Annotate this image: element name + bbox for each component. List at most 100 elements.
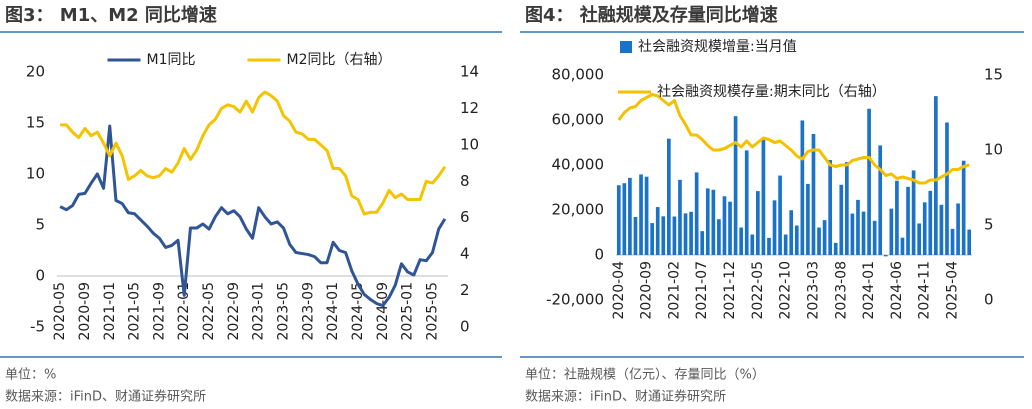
- bar: [739, 227, 743, 255]
- y2-tick-label: 0: [460, 318, 470, 336]
- bar: [917, 223, 921, 255]
- bar: [950, 228, 955, 255]
- bar: [672, 216, 677, 255]
- note: 数据来源：iFinD、财通证券研究所: [5, 389, 206, 405]
- bar: [900, 237, 905, 255]
- bar: [967, 229, 972, 255]
- y2-tick-label: 6: [460, 208, 470, 226]
- bar: [934, 96, 938, 256]
- y-tick-label: 20,000: [552, 201, 605, 219]
- x-tick-label: 2022-01: [176, 282, 192, 341]
- bar: [694, 172, 699, 255]
- y2-tick-label: 15: [984, 66, 1003, 84]
- x-tick-label: 2024-09: [375, 282, 391, 341]
- x-tick-label: 2020-04: [611, 261, 627, 320]
- legend-label: 社会融资规模增量:当月值: [638, 39, 797, 55]
- y-tick-label: 5: [35, 216, 45, 234]
- bar: [889, 208, 894, 255]
- bar: [655, 207, 660, 255]
- legend-label: 社会融资规模存量:期末同比（右轴）: [657, 84, 886, 100]
- bar: [756, 191, 760, 255]
- x-tick-label: 2024-05: [350, 282, 366, 341]
- bar: [639, 174, 643, 255]
- bar: [817, 227, 821, 255]
- legend-swatch: [620, 41, 632, 53]
- bar: [800, 120, 805, 255]
- x-tick-label: 2024-11: [917, 261, 933, 320]
- x-tick-label: 2025-05: [424, 282, 440, 341]
- bar: [789, 210, 794, 255]
- line: [59, 124, 447, 308]
- bar: [878, 145, 883, 255]
- bar: [667, 138, 671, 255]
- bar: [783, 234, 788, 255]
- y2-tick-label: 10: [984, 141, 1003, 159]
- x-tick-label: 2022-05: [750, 261, 766, 320]
- x-tick-label: 2023-03: [805, 261, 821, 320]
- y-tick-label: 0: [35, 267, 45, 285]
- bar: [616, 185, 621, 255]
- x-tick-label: 2022-09: [226, 282, 242, 341]
- x-tick-label: 2023-05: [276, 282, 292, 341]
- bar: [811, 133, 816, 255]
- x-tick-label: 2021-01: [102, 282, 118, 341]
- x-tick-label: 2023-08: [833, 261, 849, 320]
- bar: [911, 170, 916, 255]
- x-tick-label: 2021-12: [722, 261, 738, 320]
- x-tick-label: 2021-02: [666, 261, 682, 320]
- y2-tick-label: 8: [460, 172, 470, 190]
- y-tick-label: 80,000: [552, 66, 605, 84]
- bar: [956, 203, 960, 255]
- note: 单位：社融规模（亿元）、存量同比（%）: [525, 367, 765, 383]
- x-tick-label: 2024-06: [889, 261, 905, 320]
- bar: [772, 200, 777, 255]
- bar: [928, 190, 933, 255]
- bar: [683, 213, 688, 255]
- bar: [833, 242, 838, 255]
- bar: [794, 225, 799, 255]
- bar: [767, 237, 771, 255]
- note: 数据来源：iFinD、财通证券研究所: [525, 389, 726, 405]
- bar: [705, 188, 710, 255]
- y2-tick-label: 12: [460, 99, 479, 117]
- bar: [711, 189, 716, 255]
- y2-tick-label: 5: [984, 216, 994, 234]
- x-tick-label: 2024-01: [861, 261, 877, 320]
- bar: [883, 255, 888, 257]
- x-tick-label: 2020-09: [77, 282, 93, 341]
- bar: [733, 116, 738, 255]
- note: 单位：%: [5, 368, 56, 383]
- bar: [872, 220, 877, 255]
- bar: [850, 213, 855, 255]
- bar: [778, 175, 782, 255]
- bar: [622, 183, 627, 255]
- bar: [750, 234, 755, 255]
- bar: [922, 202, 927, 255]
- bar: [939, 204, 944, 255]
- y2-tick-label: 14: [460, 63, 479, 81]
- bar: [628, 177, 632, 255]
- bar: [867, 108, 871, 255]
- x-tick-label: 2021-05: [127, 282, 143, 341]
- bar: [945, 122, 949, 255]
- bar: [689, 211, 693, 255]
- y-tick-label: 15: [26, 114, 45, 132]
- bar: [906, 186, 910, 255]
- bar: [839, 184, 844, 255]
- x-tick-label: 2023-01: [251, 282, 267, 341]
- bar: [644, 176, 649, 255]
- x-tick-label: 2025-04: [945, 261, 961, 320]
- line: [60, 90, 447, 216]
- bar: [961, 160, 966, 255]
- chart-title: 图3： M1、M2 同比增速: [5, 4, 217, 26]
- x-tick-label: 2025-01: [400, 282, 416, 341]
- y2-tick-label: 2: [460, 281, 470, 299]
- y-tick-label: 20: [26, 63, 45, 81]
- y2-tick-label: 0: [984, 291, 994, 309]
- y-tick-label: 0: [594, 246, 604, 264]
- legend-label: M2同比（右轴）: [287, 52, 392, 68]
- line: [617, 93, 970, 185]
- y-tick-label: -20,000: [546, 291, 604, 309]
- bar: [761, 138, 766, 255]
